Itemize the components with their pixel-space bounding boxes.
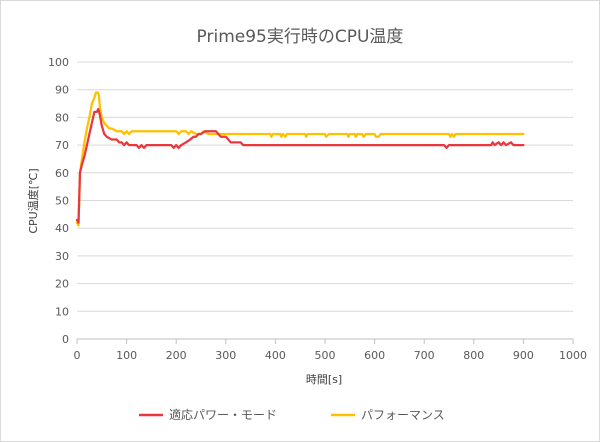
y-tick-label: 0 bbox=[62, 333, 69, 346]
x-tick-label: 400 bbox=[265, 349, 286, 362]
legend-label: 適応パワー・モード bbox=[169, 407, 277, 422]
x-tick-label: 200 bbox=[166, 349, 187, 362]
x-tick-label: 600 bbox=[364, 349, 385, 362]
x-tick-label: 300 bbox=[215, 349, 236, 362]
y-tick-label: 100 bbox=[48, 56, 69, 69]
y-tick-label: 90 bbox=[55, 84, 69, 97]
y-tick-label: 40 bbox=[55, 222, 69, 235]
series-lines bbox=[75, 91, 525, 227]
series-line bbox=[75, 107, 525, 224]
x-axis-ticks: 0 100 200 300 400 500 600 700 800 900 1000 bbox=[74, 339, 587, 362]
gridlines bbox=[77, 61, 573, 340]
y-tick-label: 50 bbox=[55, 195, 69, 208]
x-tick-label: 500 bbox=[315, 349, 336, 362]
y-tick-label: 80 bbox=[55, 111, 69, 124]
y-tick-label: 20 bbox=[55, 278, 69, 291]
y-tick-label: 70 bbox=[55, 139, 69, 152]
legend-label: パフォーマンス bbox=[361, 408, 445, 422]
y-tick-label: 10 bbox=[55, 305, 69, 318]
x-axis-label: 時間[s] bbox=[306, 373, 342, 386]
x-tick-label: 700 bbox=[414, 349, 435, 362]
y-tick-label: 30 bbox=[55, 250, 69, 263]
x-tick-label: 900 bbox=[513, 349, 534, 362]
y-axis-label: CPU温度[℃] bbox=[26, 168, 40, 233]
chart-title: Prime95実行時のCPU温度 bbox=[197, 27, 404, 47]
legend: 適応パワー・モード パフォーマンス bbox=[139, 407, 445, 422]
x-tick-label: 100 bbox=[116, 349, 137, 362]
series-line bbox=[75, 91, 525, 227]
x-tick-label: 1000 bbox=[559, 349, 587, 362]
x-tick-label: 0 bbox=[74, 349, 81, 362]
y-axis-ticks: 0 10 20 30 40 50 60 70 80 90 100 bbox=[48, 56, 69, 346]
y-tick-label: 60 bbox=[55, 167, 69, 180]
x-tick-label: 800 bbox=[463, 349, 484, 362]
